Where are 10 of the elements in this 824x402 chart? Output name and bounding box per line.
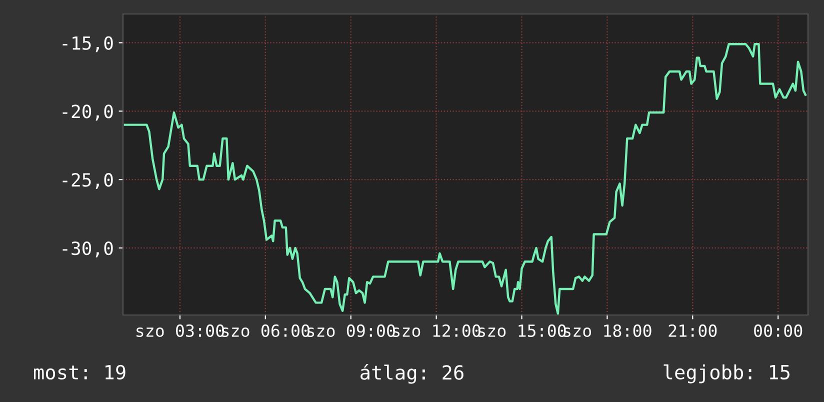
y-tick-label: -25,0 xyxy=(62,173,113,189)
y-tick-label: -30,0 xyxy=(62,241,113,258)
x-tick-label: szo 03:00 xyxy=(136,324,224,338)
text: legjobb: 15 xyxy=(664,364,790,384)
text: átlag: 26 xyxy=(360,364,464,384)
x-tick-label: 00:00 xyxy=(754,324,802,338)
y-tick-label: -15,0 xyxy=(62,36,113,52)
x-tick-label: 21:00 xyxy=(668,324,717,338)
y-tick-label: -20,0 xyxy=(62,104,113,121)
text: most: 19 xyxy=(34,364,126,380)
